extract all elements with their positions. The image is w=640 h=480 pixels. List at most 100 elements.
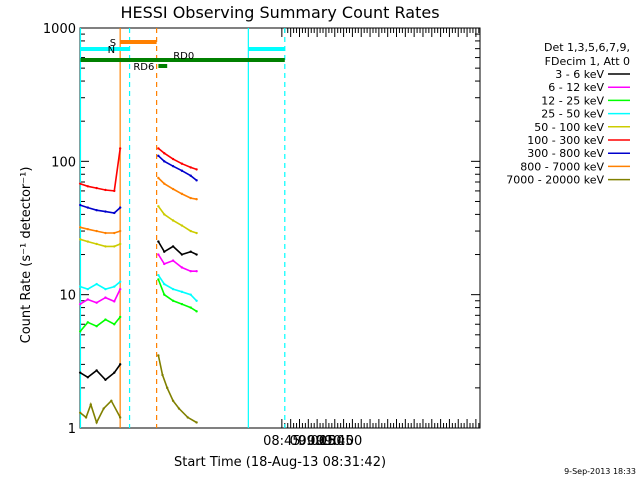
x-tick-label: 08:45: [263, 434, 300, 449]
series-point: [78, 411, 82, 415]
series-point: [78, 238, 82, 241]
series-point: [104, 287, 107, 291]
series-point: [171, 259, 175, 262]
series-point: [157, 147, 160, 150]
series-point: [118, 287, 122, 291]
series-line-8-segment-1: [157, 355, 198, 424]
series-point: [95, 301, 98, 304]
series-line-8-segment-0: [79, 399, 121, 425]
series-point: [95, 421, 98, 424]
series-point: [86, 206, 90, 209]
series-point: [118, 363, 122, 366]
series-point: [157, 273, 160, 277]
series-point: [180, 192, 184, 196]
series-line-4-segment-1: [157, 205, 197, 234]
series-point: [189, 229, 192, 233]
series-point: [171, 157, 175, 161]
chart-marks: 1 10 100 1000 08:4509:0009:1509:3009:4510:00…: [43, 22, 481, 449]
legend-entry-label: 800 - 7000 keV: [520, 160, 604, 173]
series-point: [165, 386, 169, 390]
series-point: [95, 186, 98, 190]
series-point: [113, 300, 116, 303]
x-tick-label: 09:45: [316, 434, 353, 449]
series-point: [157, 354, 160, 357]
series-point: [171, 399, 175, 402]
series-point: [113, 285, 116, 288]
series-point: [180, 169, 184, 172]
series-point: [78, 330, 82, 333]
y-tick-label: 10: [59, 289, 76, 304]
series-point: [189, 196, 192, 200]
series-line-3-segment-1: [157, 274, 198, 302]
series-point: [157, 253, 160, 256]
series-point: [78, 302, 82, 306]
series-point: [163, 293, 166, 296]
series-point: [95, 369, 98, 372]
x-tick-label: 10:00: [325, 434, 362, 449]
legend-entry-label: 300 - 800 keV: [527, 147, 604, 160]
series-point: [195, 197, 198, 201]
series-point: [157, 176, 160, 180]
series-point: [157, 154, 160, 158]
series-point: [104, 210, 107, 213]
status-bar-label: RD0: [173, 51, 194, 62]
series-point: [113, 231, 116, 235]
series-point: [180, 290, 184, 294]
series-point: [189, 269, 192, 273]
series-line-2-segment-0: [79, 316, 121, 332]
legend-entry-label: 3 - 6 keV: [555, 68, 604, 81]
series-point: [78, 371, 82, 374]
legend-entry-label: 50 - 100 keV: [534, 121, 604, 134]
series-point: [195, 299, 198, 302]
series-point: [104, 188, 107, 192]
series-line-7-segment-1: [157, 177, 197, 200]
series-point: [157, 278, 160, 281]
series-point: [195, 421, 198, 424]
legend: Det 1,3,5,6,7,9,FDecim 1, Att 03 - 6 keV…: [506, 41, 630, 187]
series-point: [186, 416, 189, 419]
series-point: [118, 280, 122, 283]
series-point: [95, 209, 98, 212]
series-point: [195, 179, 198, 182]
series-point: [86, 321, 90, 324]
series-point: [104, 378, 107, 381]
x-tick-label: 09:15: [298, 434, 335, 449]
footer-date: 9-Sep-2013 18:33: [564, 467, 636, 476]
series-line-6-segment-1: [157, 155, 198, 182]
series-point: [189, 293, 192, 296]
series-point: [104, 318, 107, 321]
series-point: [104, 231, 107, 235]
series-point: [189, 166, 192, 169]
series-line-1-segment-0: [79, 288, 121, 305]
series-point: [171, 187, 175, 191]
series-point: [118, 416, 122, 419]
series-point: [171, 164, 175, 168]
series-point: [195, 231, 198, 235]
series-point: [113, 323, 116, 326]
series-point: [195, 310, 198, 313]
legend-entry-label: 12 - 25 keV: [541, 94, 604, 107]
series-point: [189, 250, 192, 253]
series-point: [195, 168, 198, 171]
series-point: [157, 240, 160, 243]
series-line-0-segment-0: [79, 363, 121, 381]
series-point: [118, 315, 122, 319]
series-point: [78, 203, 82, 207]
legend-title-line: Det 1,3,5,6,7,9,: [544, 41, 630, 54]
status-bar-label: S: [110, 38, 116, 49]
series-point: [104, 245, 107, 248]
x-tick-label: 09:30: [307, 434, 344, 449]
series-point: [118, 229, 122, 233]
y-tick-label: 1000: [43, 22, 76, 37]
series-point: [86, 287, 90, 291]
series-point: [104, 296, 107, 299]
series-point: [118, 206, 122, 209]
y-axis-label: Count Rate (s⁻¹ detector⁻¹): [19, 167, 34, 344]
series-point: [180, 224, 184, 227]
legend-entry-label: 100 - 300 keV: [527, 134, 604, 147]
series-point: [113, 189, 116, 193]
series-point: [180, 162, 184, 165]
series-point: [180, 266, 184, 269]
series-point: [163, 182, 166, 185]
series-point: [84, 416, 88, 419]
